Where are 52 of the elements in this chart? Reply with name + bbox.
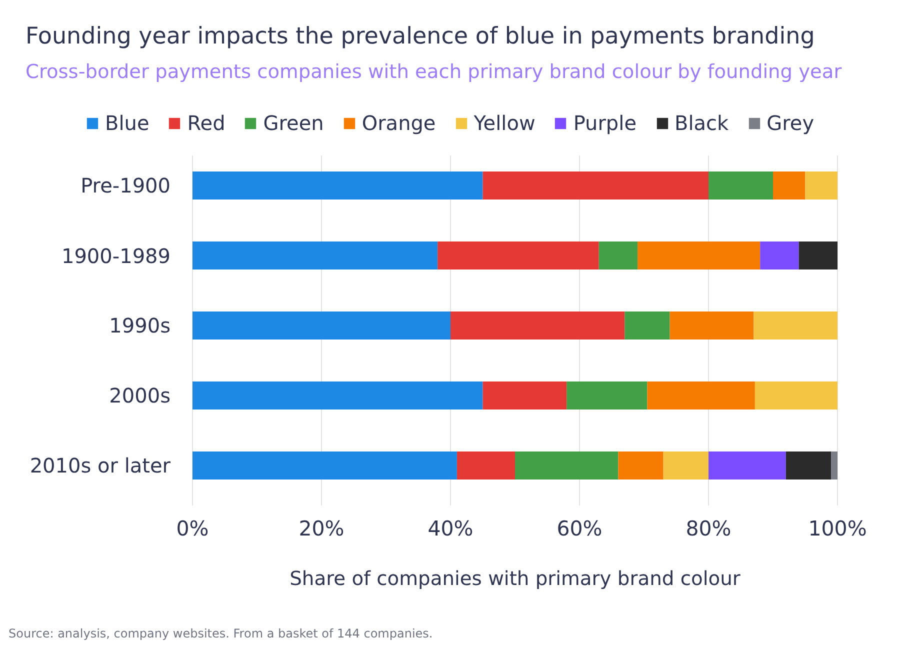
bar <box>515 452 618 480</box>
legend-label: Green <box>263 111 324 135</box>
x-tick-label: 40% <box>428 516 474 540</box>
bar <box>670 312 754 340</box>
bar <box>624 312 670 340</box>
y-tick-label: 1900-1989 <box>61 244 170 268</box>
bar <box>647 382 755 410</box>
bar <box>456 452 515 480</box>
bar <box>192 452 457 480</box>
bar <box>708 452 786 480</box>
x-tick-label: 60% <box>556 516 602 540</box>
y-tick-label: 1990s <box>109 314 171 338</box>
bar <box>618 452 664 480</box>
bar <box>805 172 838 200</box>
legend-label: Grey <box>766 111 814 135</box>
x-tick-label: 100% <box>808 516 867 540</box>
bar <box>786 452 832 480</box>
bar <box>192 312 450 340</box>
bar <box>663 452 708 480</box>
legend-label: Red <box>187 111 226 135</box>
legend-label: Purple <box>573 111 636 135</box>
bar <box>754 382 838 410</box>
bar <box>192 172 483 200</box>
legend-label: Orange <box>362 111 436 135</box>
bar <box>831 452 838 480</box>
bar <box>438 242 599 270</box>
bar <box>798 242 838 270</box>
bar <box>450 312 625 340</box>
bar <box>638 242 760 270</box>
bar <box>708 172 773 200</box>
x-axis-title: Share of companies with primary brand colour <box>290 567 740 590</box>
y-tick-label: 2010s or later <box>30 454 172 478</box>
bar <box>482 172 708 200</box>
y-tick-label: 2000s <box>109 384 171 408</box>
bar <box>773 172 806 200</box>
legend-label: Yellow <box>474 111 536 135</box>
source-note: Source: analysis, company websites. From a basket of 144 companies. <box>8 626 433 640</box>
legend-label: Black <box>674 111 729 135</box>
x-tick-label: 20% <box>298 516 344 540</box>
bar <box>598 242 638 270</box>
bar <box>754 312 838 340</box>
x-tick-label: 0% <box>176 516 209 540</box>
bar <box>192 242 438 270</box>
bar <box>482 382 567 410</box>
bar <box>760 242 799 270</box>
chart-subtitle: Cross-border payments companies with each primary brand colour by founding year <box>26 60 842 83</box>
legend-label: Blue <box>105 111 150 135</box>
bar <box>566 382 648 410</box>
x-tick-label: 80% <box>686 516 732 540</box>
chart-title: Founding year impacts the prevalence of blue in payments branding <box>26 24 815 50</box>
y-tick-label: Pre-1900 <box>80 174 171 198</box>
bar <box>192 382 483 410</box>
